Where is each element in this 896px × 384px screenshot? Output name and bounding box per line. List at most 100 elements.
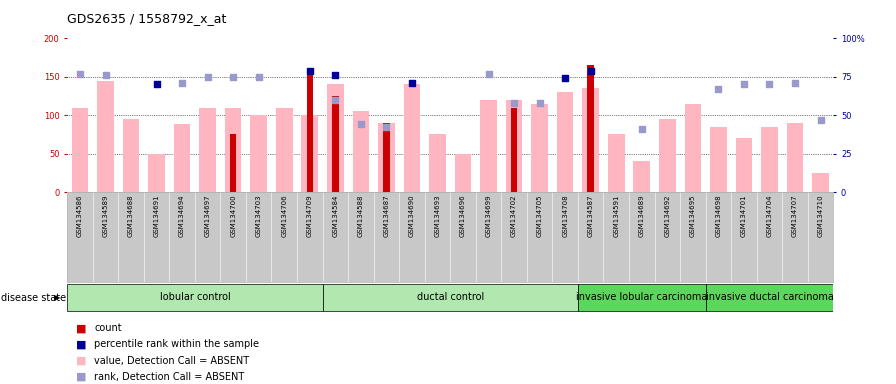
Bar — [327, 84, 344, 192]
Point — [303, 68, 317, 74]
Bar — [454, 154, 471, 192]
Point — [328, 72, 342, 78]
Bar — [556, 92, 573, 192]
Text: GSM134698: GSM134698 — [715, 195, 721, 237]
Text: GSM134688: GSM134688 — [128, 195, 134, 237]
Text: GSM134710: GSM134710 — [817, 195, 823, 237]
Text: ■: ■ — [76, 356, 87, 366]
Text: disease state: disease state — [1, 293, 66, 303]
Text: GSM134689: GSM134689 — [639, 195, 645, 237]
Bar — [199, 108, 216, 192]
Point — [481, 71, 495, 77]
Point — [737, 81, 751, 88]
Text: GSM134706: GSM134706 — [281, 195, 288, 237]
Bar — [505, 100, 522, 192]
Text: GSM134709: GSM134709 — [306, 195, 313, 237]
Bar — [301, 115, 318, 192]
Point — [762, 81, 777, 88]
Text: GSM134693: GSM134693 — [435, 195, 441, 237]
Bar — [123, 119, 140, 192]
Text: invasive lobular carcinoma: invasive lobular carcinoma — [576, 292, 708, 302]
Point — [354, 121, 368, 127]
Bar — [812, 173, 829, 192]
Point — [99, 72, 113, 78]
Bar — [97, 81, 114, 192]
Point — [711, 86, 726, 92]
Text: GSM134705: GSM134705 — [537, 195, 543, 237]
Text: ▶: ▶ — [55, 293, 61, 302]
Text: ■: ■ — [76, 323, 87, 333]
Text: rank, Detection Call = ABSENT: rank, Detection Call = ABSENT — [94, 372, 245, 382]
Point — [507, 100, 521, 106]
Bar — [225, 108, 242, 192]
Text: GSM134701: GSM134701 — [741, 195, 747, 237]
Bar — [633, 161, 650, 192]
Bar — [174, 124, 191, 192]
Text: GSM134691: GSM134691 — [153, 195, 159, 237]
Point — [379, 124, 393, 131]
Text: invasive ductal carcinoma: invasive ductal carcinoma — [705, 292, 833, 302]
Point — [175, 80, 189, 86]
Bar — [511, 108, 517, 192]
Text: GSM134702: GSM134702 — [511, 195, 517, 237]
Text: GSM134700: GSM134700 — [230, 195, 237, 237]
FancyBboxPatch shape — [578, 284, 706, 311]
Text: GSM134704: GSM134704 — [766, 195, 772, 237]
Text: GSM134699: GSM134699 — [486, 195, 492, 237]
Point — [814, 117, 828, 123]
Bar — [332, 96, 339, 192]
Point — [405, 80, 419, 86]
Text: GSM134586: GSM134586 — [77, 195, 83, 237]
Bar — [480, 100, 497, 192]
Text: GSM134708: GSM134708 — [562, 195, 568, 237]
Text: GSM134687: GSM134687 — [383, 195, 390, 237]
Point — [532, 100, 547, 106]
Bar — [352, 111, 369, 192]
Bar — [685, 104, 702, 192]
Text: percentile rank within the sample: percentile rank within the sample — [94, 339, 259, 349]
Text: GSM134697: GSM134697 — [204, 195, 211, 237]
Text: GSM134703: GSM134703 — [255, 195, 262, 237]
Text: ■: ■ — [76, 372, 87, 382]
Bar — [72, 108, 89, 192]
Bar — [306, 73, 313, 192]
Bar — [710, 127, 727, 192]
Point — [226, 74, 240, 80]
Bar — [429, 134, 446, 192]
Text: count: count — [94, 323, 122, 333]
Bar — [659, 119, 676, 192]
FancyBboxPatch shape — [67, 284, 323, 311]
Text: GSM134696: GSM134696 — [460, 195, 466, 237]
Text: GDS2635 / 1558792_x_at: GDS2635 / 1558792_x_at — [67, 12, 227, 25]
Point — [788, 80, 802, 86]
Text: ■: ■ — [76, 339, 87, 349]
Text: GSM134591: GSM134591 — [613, 195, 619, 237]
Bar — [588, 65, 594, 192]
Point — [252, 74, 266, 80]
Text: GSM134589: GSM134589 — [102, 195, 108, 237]
FancyBboxPatch shape — [323, 284, 578, 311]
Text: GSM134690: GSM134690 — [409, 195, 415, 237]
Bar — [531, 104, 548, 192]
Bar — [378, 123, 395, 192]
Text: value, Detection Call = ABSENT: value, Detection Call = ABSENT — [94, 356, 249, 366]
Point — [201, 74, 215, 80]
Bar — [736, 138, 753, 192]
Text: GSM134707: GSM134707 — [792, 195, 798, 237]
FancyBboxPatch shape — [706, 284, 833, 311]
Text: GSM134584: GSM134584 — [332, 195, 339, 237]
Bar — [383, 123, 390, 192]
Bar — [582, 88, 599, 192]
Point — [583, 68, 598, 74]
Bar — [761, 127, 778, 192]
Text: lobular control: lobular control — [159, 292, 230, 302]
Bar — [250, 115, 267, 192]
Bar — [787, 123, 804, 192]
Point — [150, 81, 164, 88]
Text: GSM134692: GSM134692 — [664, 195, 670, 237]
Bar — [276, 108, 293, 192]
Bar — [148, 154, 165, 192]
Text: ductal control: ductal control — [417, 292, 484, 302]
Bar — [607, 134, 625, 192]
Point — [634, 126, 649, 132]
